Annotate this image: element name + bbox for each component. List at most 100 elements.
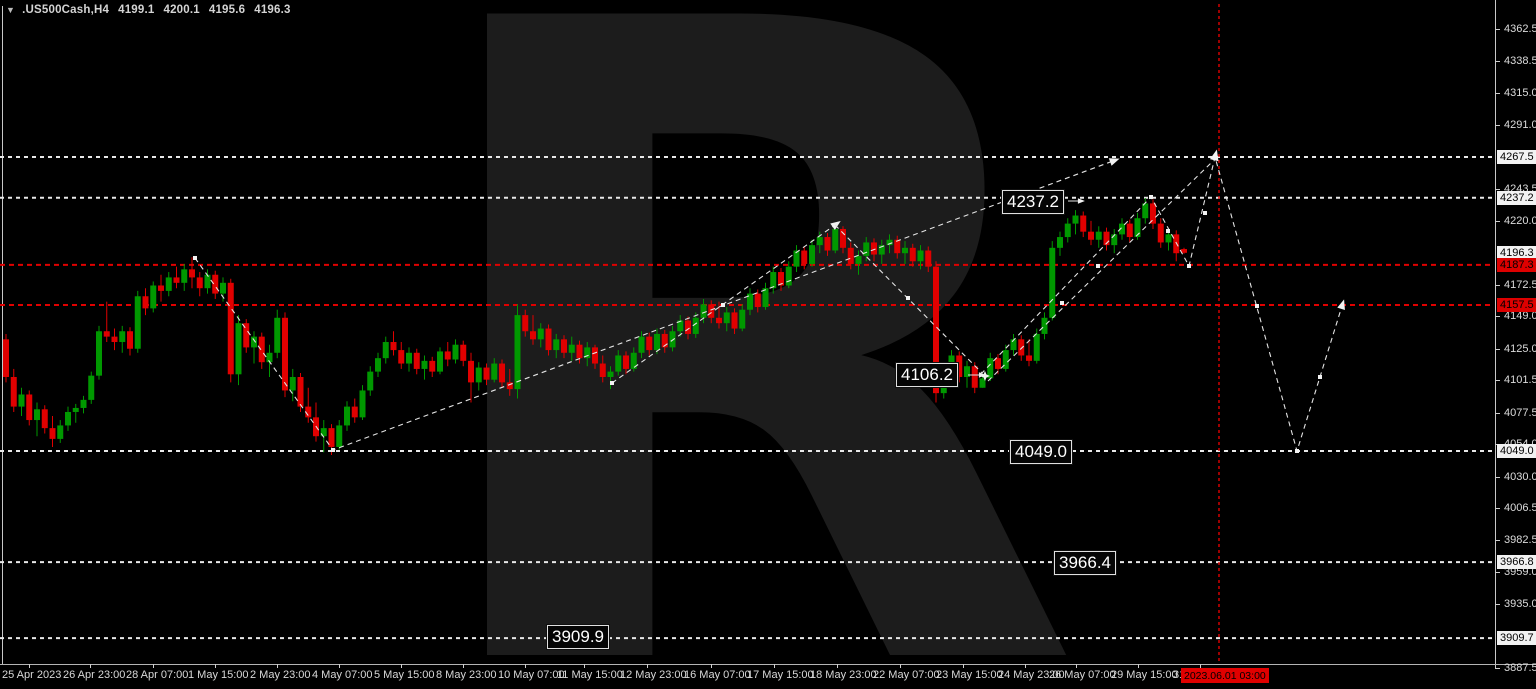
candle-body <box>26 394 33 421</box>
time-tick-mark <box>1076 664 1077 668</box>
candle-body <box>863 242 870 256</box>
candle-body <box>785 266 792 286</box>
price-tick-mark <box>1495 412 1500 414</box>
time-axis-label: 2 May 23:00 <box>250 669 311 681</box>
zigzag-vertex-marker <box>1295 449 1299 453</box>
candle-body <box>134 296 141 349</box>
time-tick-mark <box>277 664 278 668</box>
wave-price-label[interactable]: 3909.9 <box>546 624 610 650</box>
price-tick-label: 4101.5 <box>1504 374 1536 387</box>
candle-body <box>568 344 575 353</box>
candle-body <box>181 269 188 283</box>
candle-body <box>1057 237 1063 248</box>
candle-body <box>793 250 800 267</box>
time-axis-label: 29 May 15:00 <box>1111 669 1178 681</box>
candle-body <box>661 333 668 348</box>
wave-price-label[interactable]: 4237.2 <box>1001 189 1065 215</box>
candle-body <box>1150 203 1156 224</box>
candle-body <box>227 282 234 375</box>
time-axis-label: 25 Apr 2023 <box>2 669 62 681</box>
zigzag-vertex-marker <box>721 303 725 307</box>
price-tick-mark <box>1495 284 1500 286</box>
trend-arrow-icon <box>1209 149 1219 162</box>
candle-body <box>452 344 459 360</box>
candle-body <box>1026 355 1032 361</box>
candle-body <box>150 285 157 309</box>
time-tick-mark <box>900 664 901 668</box>
zigzag-vertex-marker <box>1060 301 1064 305</box>
candle-body <box>475 367 482 383</box>
candle-body <box>18 394 25 407</box>
candle-body <box>165 277 172 291</box>
candle-body <box>909 247 916 262</box>
candle-body <box>251 336 257 348</box>
candle-body <box>902 247 908 254</box>
ohlc-open: 4199.1 <box>118 4 155 16</box>
time-tick-mark <box>584 664 585 668</box>
time-axis-label: 16 May 07:00 <box>684 669 751 681</box>
candle-body <box>1002 350 1009 369</box>
candle-body <box>1064 223 1071 238</box>
candle-body <box>1010 339 1017 351</box>
candle-body <box>847 247 854 264</box>
wave-price-label[interactable]: 4049.0 <box>1009 439 1073 465</box>
candle-body <box>173 277 180 283</box>
candle-body <box>103 331 110 337</box>
candle-body <box>677 320 684 332</box>
candle-body <box>41 409 48 429</box>
candle-body <box>158 285 164 291</box>
ohlc-high: 4200.1 <box>163 4 200 16</box>
time-axis-label: 28 Apr 07:00 <box>126 669 189 681</box>
candle-body <box>537 328 544 340</box>
time-axis-label: 8 May 23:00 <box>436 669 497 681</box>
price-tick-mark <box>1495 125 1500 127</box>
price-tick-label: 4315.0 <box>1504 87 1536 100</box>
time-axis-label: 18 May 23:00 <box>810 669 877 681</box>
candle-body <box>243 323 250 348</box>
price-tick-label: 4220.0 <box>1504 214 1536 227</box>
price-tick-label: 4172.5 <box>1504 278 1536 291</box>
candle-body <box>10 376 17 407</box>
price-tick-label: 4149.0 <box>1504 310 1536 323</box>
candle-body <box>762 288 769 308</box>
time-tick-mark <box>647 664 648 668</box>
candle-body <box>142 296 149 309</box>
candle-body <box>1111 234 1118 246</box>
wave-price-label[interactable]: 4106.2 <box>895 362 959 388</box>
candle-body <box>1126 223 1133 238</box>
candle-body <box>1181 249 1187 253</box>
candle-body <box>1033 333 1040 361</box>
candle-body <box>716 317 722 324</box>
symbol-title: .US500Cash,H4 <box>22 4 110 16</box>
candle-body <box>1041 317 1048 334</box>
candle-body <box>235 323 242 375</box>
candle-body <box>111 336 118 343</box>
price-alert-badge: 4157.5 <box>1497 298 1536 312</box>
dropdown-triangle-icon[interactable]: ▼ <box>6 5 16 15</box>
price-tick-mark <box>1495 668 1500 670</box>
candle-body <box>545 328 552 351</box>
candle-body <box>816 237 823 246</box>
candle-body <box>1165 234 1172 243</box>
time-tick-mark <box>837 664 838 668</box>
time-axis-label: 12 May 23:00 <box>620 669 687 681</box>
candle-body <box>832 228 839 251</box>
candle-body <box>1119 223 1125 235</box>
zigzag-vertex-marker <box>1149 195 1153 199</box>
price-tick-label: 4362.5 <box>1504 23 1536 36</box>
candle-body <box>196 277 203 289</box>
candle-body <box>522 315 529 332</box>
zigzag-vertex-marker <box>906 296 910 300</box>
candle-body <box>336 425 343 447</box>
candle-body <box>437 351 443 372</box>
time-tick-mark <box>711 664 712 668</box>
price-level-badge: 4237.2 <box>1497 190 1536 205</box>
candle-body <box>514 315 521 390</box>
candle-body <box>80 399 87 408</box>
price-level-badge: 3966.8 <box>1497 554 1536 569</box>
wave-price-label[interactable]: 3966.4 <box>1053 550 1117 576</box>
price-level-badge: 4267.5 <box>1497 150 1536 164</box>
candle-body <box>700 304 707 318</box>
